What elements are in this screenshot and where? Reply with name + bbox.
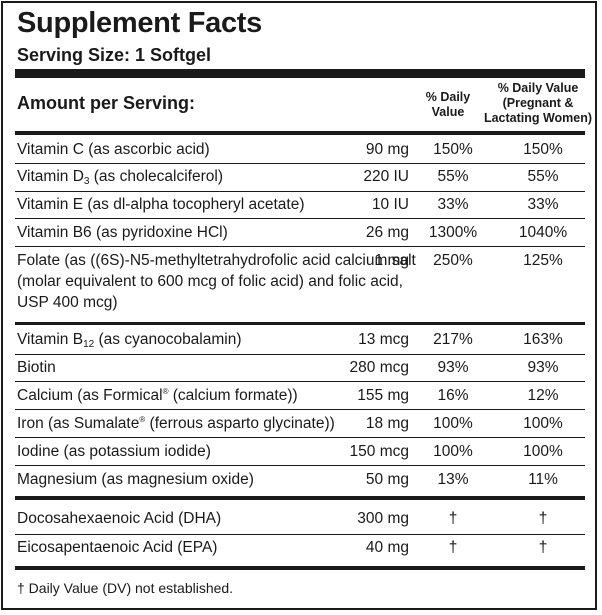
daily-value-header: % Daily Value (403, 90, 493, 120)
daily-value: 250% (433, 252, 473, 269)
amount-value: 40 mg (365, 539, 409, 556)
amount-value: 18 mg (365, 415, 409, 432)
pregnant-daily-value: 93% (527, 359, 559, 376)
thick-divider-top (15, 69, 585, 78)
row-divider (15, 163, 585, 164)
pregnant-daily-value: 33% (527, 196, 559, 213)
nutrient-name: Magnesium (as magnesium oxide) (17, 471, 254, 488)
daily-value: 217% (433, 331, 473, 348)
daily-value: 1300% (428, 224, 478, 241)
amount-value: 10 IU (371, 196, 409, 213)
serving-size: Serving Size: 1 Softgel (17, 45, 212, 65)
amount-value: 155 mg (357, 387, 409, 404)
row-divider (15, 246, 585, 247)
row-divider (15, 191, 585, 192)
footnote: † Daily Value (DV) not established. (17, 580, 234, 596)
thick-divider (15, 496, 585, 500)
daily-value: 100% (433, 415, 473, 432)
amount-value: 300 mg (357, 510, 409, 527)
nutrient-name: Vitamin D3 (as cholecalciferol) (17, 168, 223, 187)
daily-value: 150% (433, 141, 473, 158)
pregnant-daily-value: 100% (523, 443, 563, 460)
amount-value: 50 mg (365, 471, 409, 488)
row-divider (15, 534, 585, 535)
nutrient-name: Biotin (17, 359, 56, 376)
pregnant-daily-value: 163% (523, 331, 563, 348)
row-divider (15, 381, 585, 382)
nutrient-name: Calcium (as Formical® (calcium formate)) (17, 387, 298, 404)
nutrient-name: Eicosapentaenoic Acid (EPA) (17, 539, 218, 556)
row-divider (15, 437, 585, 438)
nutrient-name: Vitamin B12 (as cyanocobalamin) (17, 331, 242, 350)
nutrient-name: Vitamin B6 (as pyridoxine HCl) (17, 224, 228, 241)
amount-value: 13 mcg (358, 331, 409, 348)
amount-value: 220 IU (363, 168, 409, 185)
pregnant-daily-value: † (538, 510, 548, 527)
amount-value: 90 mg (365, 141, 409, 158)
nutrient-name: Iron (as Sumalate® (ferrous asparto glyc… (17, 415, 335, 432)
amount-value: 26 mg (365, 224, 409, 241)
thick-divider (15, 322, 585, 325)
daily-value: 55% (437, 168, 469, 185)
row-divider (15, 409, 585, 410)
daily-value: 93% (437, 359, 469, 376)
pregnant-daily-value-header: % Daily Value (Pregnant & Lactating Wome… (483, 81, 593, 126)
row-divider (15, 354, 585, 355)
pregnant-header-line1: % Daily Value (497, 81, 579, 95)
daily-value-header-line1: % Daily (425, 90, 471, 104)
pregnant-daily-value: 125% (523, 252, 563, 269)
pregnant-daily-value: 11% (528, 471, 558, 488)
pregnant-daily-value: 1040% (518, 224, 568, 241)
nutrient-name: Vitamin C (as ascorbic acid) (17, 141, 210, 158)
pregnant-header-line2: (Pregnant & (502, 96, 574, 110)
nutrient-name: Iodine (as potassium iodide) (17, 443, 211, 460)
thick-divider-header (15, 131, 585, 135)
pregnant-daily-value: 150% (523, 141, 563, 158)
daily-value: 16% (437, 387, 469, 404)
daily-value: 13% (437, 471, 469, 488)
daily-value: † (448, 539, 458, 556)
daily-value: 33% (437, 196, 469, 213)
nutrient-name: Folate (as ((6S)-N5-methyltetrahydrofoli… (17, 252, 416, 311)
pregnant-daily-value: † (538, 539, 548, 556)
pregnant-daily-value: 12% (527, 387, 559, 404)
pregnant-daily-value: 55% (527, 168, 559, 185)
amount-value: 150 mcg (349, 443, 409, 460)
amount-value: 280 mcg (349, 359, 409, 376)
amount-per-serving-heading: Amount per Serving: (17, 93, 196, 113)
daily-value-header-line2: Value (431, 105, 465, 119)
pregnant-daily-value: 100% (523, 415, 563, 432)
row-divider (15, 465, 585, 466)
thick-divider-bottom (15, 566, 585, 570)
daily-value: 100% (433, 443, 473, 460)
amount-value: 1 mg (374, 252, 409, 269)
pregnant-header-line3: Lactating Women) (483, 111, 593, 125)
row-divider (15, 218, 585, 219)
nutrient-name: Docosahexaenoic Acid (DHA) (17, 510, 222, 527)
daily-value: † (448, 510, 458, 527)
panel-title: Supplement Facts (17, 7, 262, 39)
nutrient-name: Vitamin E (as dl-alpha tocopheryl acetat… (17, 196, 305, 213)
